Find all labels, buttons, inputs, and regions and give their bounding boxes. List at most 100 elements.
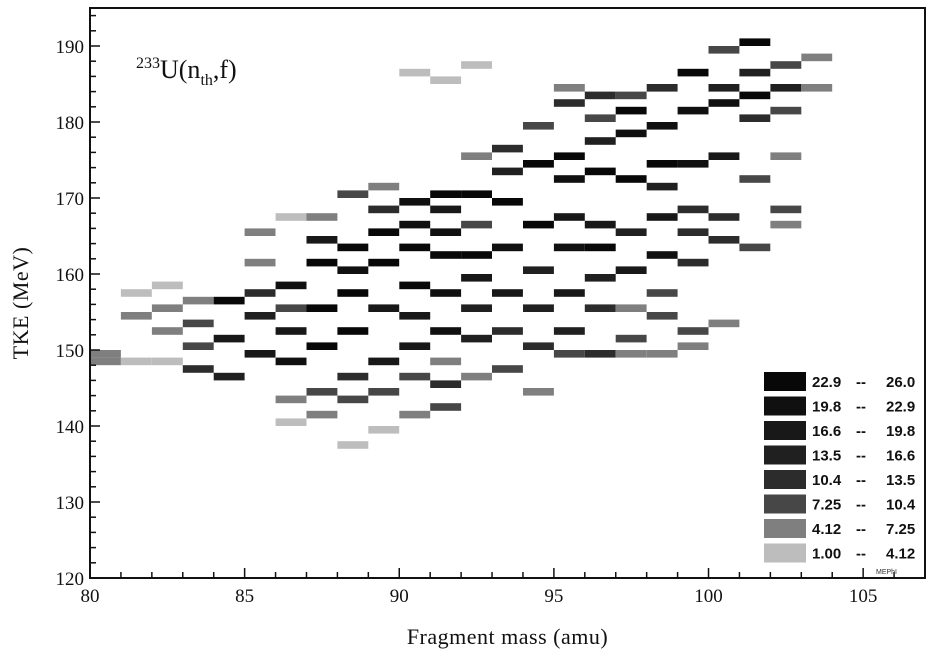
heatmap-cell [244,289,276,297]
heatmap-cell [584,274,616,282]
heatmap-cell [337,372,369,381]
heatmap-cell [120,357,152,366]
heatmap-cell [677,327,709,335]
legend-range-low: 16.6 [812,423,841,440]
heatmap-cell [461,61,492,69]
heatmap-cell [770,61,802,69]
heatmap-cell [553,243,585,252]
heatmap-cell [770,106,802,115]
heatmap-cell [492,327,523,335]
heatmap-cell [646,289,678,297]
legend-range-low: 7.25 [812,497,841,514]
heatmap-cell [430,403,462,411]
legend-range-separator: -- [856,399,866,416]
legend-range-low: 22.9 [812,374,841,391]
heatmap-cell [337,243,369,252]
heatmap-cell [182,296,214,305]
y-tick-label: 160 [56,265,85,286]
heatmap-cell [306,258,338,267]
heatmap-cell [461,220,492,229]
heatmap-cell [770,220,802,229]
legend-range-low: 1.00 [812,546,841,563]
legend-swatch [764,396,806,416]
heatmap-cell [337,441,369,449]
heatmap-cell [368,228,400,236]
heatmap-cell [553,350,585,358]
heatmap-cell [368,388,400,396]
heatmap-cell [306,388,338,396]
heatmap-cell [182,319,214,328]
credit-label: MEPhI [876,569,897,576]
heatmap-cell [553,99,585,107]
heatmap-cell [708,46,740,54]
heatmap-cell [461,334,492,343]
x-tick-label: 100 [694,586,723,607]
heatmap-cell [368,182,400,191]
heatmap-cell [275,304,307,312]
heatmap-cell [430,76,462,84]
heatmap-cell [182,342,214,350]
heatmap-cell [368,426,400,434]
heatmap-cell [213,334,245,343]
heatmap-cell [244,258,276,267]
heatmap-cell [306,342,338,350]
legend-swatch [764,543,806,563]
heatmap-cell [646,182,678,191]
heatmap-cell [677,342,709,350]
y-tick-label: 150 [56,341,85,362]
heatmap-cell [646,160,678,168]
annotation-subscript: th [200,72,212,89]
heatmap-cell [213,372,245,381]
legend-range-separator: -- [856,472,866,489]
heatmap-cell [708,213,740,221]
heatmap-cell [646,251,678,259]
heatmap-cell [584,91,616,100]
heatmap-cell [677,205,709,214]
heatmap-cell [739,114,771,122]
heatmap-cell [770,152,802,160]
heatmap-cell [306,213,338,221]
heatmap-cell [275,213,307,221]
heatmap-cell [492,144,523,153]
legend-range-high: 22.9 [886,399,915,416]
heatmap-cell [677,228,709,236]
heatmap-cell [708,152,740,160]
heatmap-cell [584,167,616,176]
x-axis-title: Fragment mass (amu) [407,624,608,649]
legend: 22.9 -- 26.0 19.8 -- 22.9 16.6 -- 19.8 13.5 -- 16.6… [764,372,916,563]
heatmap-cell [120,312,152,320]
axis-ticks: 80 85 90 95 100 105 120 130 140 150 160 170 180 190 [56,14,926,607]
y-tick-label: 130 [56,493,85,514]
heatmap-cell [739,68,771,77]
heatmap-cell [306,304,338,312]
heatmap-cell [523,220,554,229]
heatmap-cell [492,289,523,297]
legend-range-high: 13.5 [886,472,915,489]
annotation-superscript: 233 [136,55,160,72]
legend-range-separator: -- [856,521,866,538]
heatmap-cell [461,372,492,381]
heatmap-cell [801,53,833,62]
heatmap-cell [306,410,338,419]
heatmap-cell [275,281,307,290]
heatmap-cell [523,266,554,274]
y-tick-label: 180 [56,113,85,134]
heatmap-cell [368,304,400,312]
heatmap-cell [677,160,709,168]
heatmap-cell [677,68,709,77]
heatmap-cell [244,312,276,320]
reaction-annotation: 233U(nth,f) [136,55,237,89]
heatmap-cell [646,312,678,320]
legend-range-high: 10.4 [886,497,916,514]
legend-range-high: 7.25 [886,521,915,538]
heatmap-cell [244,350,276,358]
annotation-base: U(n [160,55,200,84]
heatmap-cell [584,304,616,312]
plot-frame [89,7,926,579]
heatmap-cell [646,122,678,130]
heatmap-cell [615,350,647,358]
legend-range-low: 13.5 [812,448,841,465]
heatmap-cell [584,243,616,252]
heatmap-cell [275,327,307,335]
heatmap-cell [151,357,183,366]
